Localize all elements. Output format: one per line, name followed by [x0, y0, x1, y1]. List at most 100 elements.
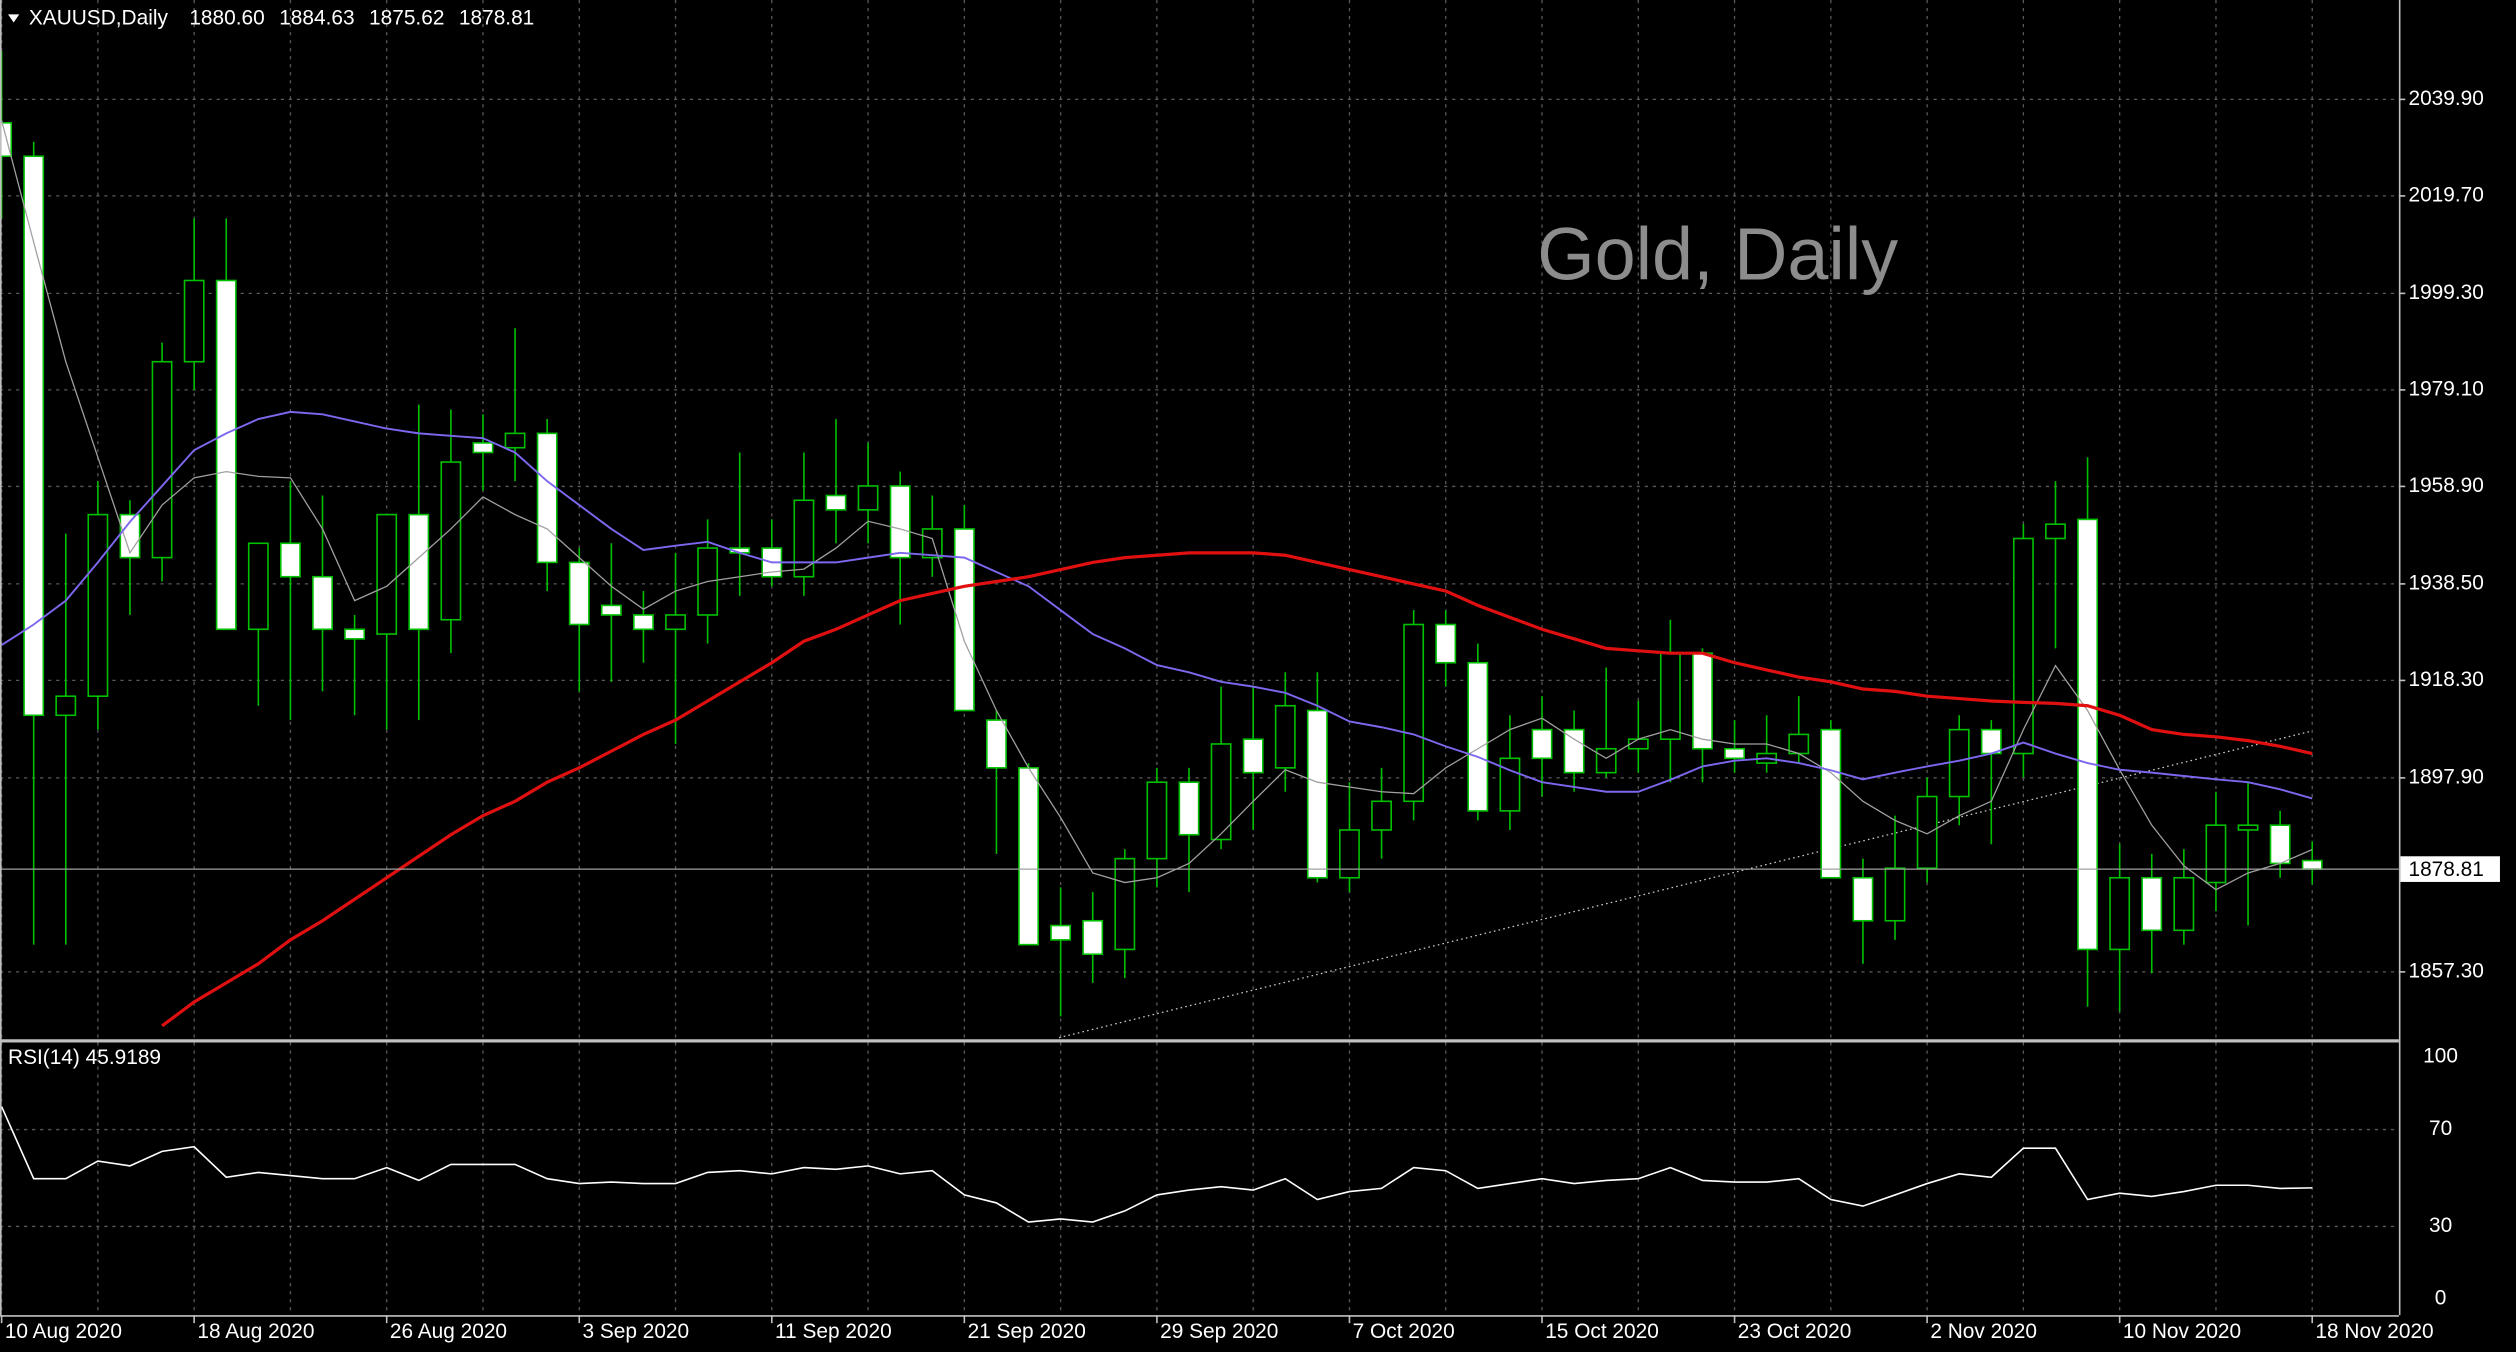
candle-body [1178, 781, 1200, 836]
candle-body [1339, 829, 1360, 879]
candle-body [793, 499, 815, 578]
candle-body [119, 513, 141, 559]
current-price-box [2400, 856, 2500, 882]
candle-body [1018, 767, 1039, 946]
candle-body [536, 432, 558, 564]
x-tick-label: 23 Oct 2020 [1738, 1320, 1852, 1343]
x-tick-label: 3 Sep 2020 [582, 1320, 689, 1343]
candle-body [1948, 728, 1970, 798]
candle-body [215, 279, 237, 631]
candle-body [408, 513, 430, 631]
candle-body [504, 432, 526, 449]
rsi-label: RSI(14) 45.9189 [8, 1046, 161, 1069]
current-price-label: 1878.81 [2408, 858, 2483, 881]
y-tick-label: 1897.90 [2408, 765, 2483, 788]
candle-body [1082, 919, 1104, 956]
watermark: Gold, Daily [1537, 212, 1898, 295]
candle-body [1884, 867, 1906, 922]
candle-body [1531, 728, 1553, 760]
moving-average [0, 120, 2313, 891]
candle-body [1146, 781, 1168, 860]
candle-body [440, 461, 462, 621]
candle-body [1274, 704, 1296, 769]
candle-body [1788, 733, 1810, 755]
x-tick-label: 10 Nov 2020 [2123, 1320, 2241, 1343]
y-tick-label: 2019.70 [2408, 183, 2483, 206]
candle-body [2077, 518, 2099, 951]
moving-average [161, 551, 2313, 1028]
header-open: 1880.60 [189, 7, 264, 30]
candle-body [2045, 523, 2066, 540]
candle-body [55, 695, 77, 717]
candle-body [87, 513, 109, 697]
candle-body [1210, 743, 1232, 841]
candle-body [1724, 747, 1745, 760]
candle-body [600, 604, 622, 616]
candle-body [921, 528, 943, 559]
candle-body [1595, 747, 1617, 774]
candle-body [1980, 728, 2002, 755]
candle-body [280, 542, 301, 578]
y-tick-label: 1918.30 [2408, 668, 2483, 691]
candle-body [825, 494, 847, 511]
rsi-panel [0, 1106, 2313, 1223]
candle-body [2012, 537, 2034, 755]
candle-body [1306, 709, 1328, 879]
header-close: 1878.81 [459, 7, 534, 30]
candle-body [889, 485, 911, 559]
candle-body [1916, 795, 1938, 870]
header-high: 1884.63 [279, 7, 354, 30]
candle-body [568, 561, 590, 626]
candle-body [2269, 824, 2291, 865]
candle-body [665, 614, 686, 631]
y-tick-label: 0 [2435, 1287, 2447, 1310]
candle-body [1852, 876, 1874, 922]
candle-body [2141, 876, 2163, 932]
candle-body [1114, 857, 1136, 951]
header-symbol: XAUUSD,Daily [29, 7, 169, 30]
candle-body [2301, 859, 2323, 870]
x-tick-label: 18 Nov 2020 [2315, 1320, 2433, 1343]
x-tick-label: 26 Aug 2020 [390, 1320, 507, 1343]
header-arrow [8, 14, 20, 23]
header-low: 1875.62 [369, 7, 444, 30]
x-tick-label: 2 Nov 2020 [1930, 1320, 2037, 1343]
x-tick-label: 18 Aug 2020 [197, 1320, 314, 1343]
y-tick-label: 100 [2423, 1044, 2458, 1067]
candle-body [376, 513, 398, 635]
candle-body [1499, 757, 1521, 812]
y-tick-label: 2039.90 [2408, 87, 2483, 110]
labels: 2039.90 2019.70 1999.30 1979.10 1958.90 1938.… [0, 87, 2500, 1343]
x-tick-label: 29 Sep 2020 [1160, 1320, 1278, 1343]
candle-body [1627, 738, 1649, 750]
y-tick-label: 1857.30 [2408, 959, 2483, 982]
moving-average [1, 410, 2313, 800]
candle-body [986, 719, 1007, 769]
candle-body [2205, 824, 2227, 884]
candle-body [633, 614, 654, 631]
x-tick-label: 7 Oct 2020 [1353, 1320, 1455, 1343]
x-tick-label: 21 Sep 2020 [968, 1320, 1086, 1343]
candle-body [1435, 623, 1457, 664]
candle-body [857, 485, 879, 511]
rsi-line [0, 1106, 2313, 1223]
y-tick-label: 1958.90 [2408, 474, 2483, 497]
candle-body [247, 542, 269, 631]
candle-body [2109, 876, 2131, 951]
y-tick-label: 1979.10 [2408, 377, 2483, 400]
candle-body [2173, 876, 2195, 932]
price-panel [0, 51, 2399, 1028]
x-tick-label: 15 Oct 2020 [1545, 1320, 1659, 1343]
candle-body [1692, 652, 1713, 750]
candle-body [23, 155, 45, 717]
candle-body [472, 442, 494, 454]
candle-body [151, 360, 173, 559]
x-tick-label: 10 Aug 2020 [5, 1320, 122, 1343]
candle-body [312, 575, 333, 631]
candle-body [1563, 728, 1585, 774]
candle-body [183, 279, 205, 363]
x-tick-label: 11 Sep 2020 [775, 1320, 892, 1343]
y-tick-label: 70 [2429, 1117, 2452, 1140]
